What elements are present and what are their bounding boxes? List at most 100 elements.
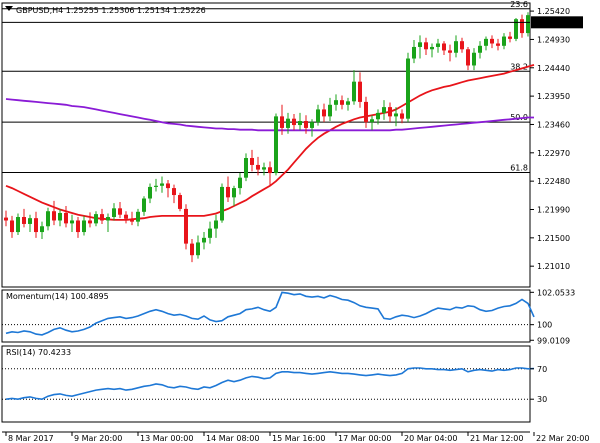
time-tick-label: 17 Mar 00:00 [338, 434, 391, 443]
candle-body [136, 211, 140, 222]
candle-body [358, 81, 362, 102]
candle-body [88, 220, 92, 224]
candle-body [160, 183, 164, 186]
time-tick-label: 20 Mar 04:00 [404, 434, 457, 443]
candle-body [376, 112, 380, 120]
time-tick-label: 21 Mar 12:00 [470, 434, 523, 443]
candle-body [520, 19, 524, 34]
fib-level-label: 38.2 [510, 62, 528, 71]
candle-body [244, 158, 248, 178]
candle-body [382, 107, 386, 113]
candle-body [388, 107, 392, 117]
candle-body [154, 185, 158, 187]
moving-average-line [5, 98, 534, 132]
candle-body [112, 208, 116, 218]
candle-body [58, 212, 62, 221]
momentum-header: Momentum(14) 100.4895 [6, 292, 109, 301]
candle-body [502, 36, 506, 46]
rsi-header: RSI(14) 70.4233 [6, 348, 71, 357]
candle-body [370, 119, 374, 123]
momentum-tick-label: 102.0533 [537, 288, 575, 297]
candle-body [226, 186, 230, 198]
candle-body [250, 158, 254, 165]
candle-body [328, 104, 332, 117]
candle-body [28, 218, 32, 224]
rsi-tick-label: 70 [537, 365, 547, 374]
candle-body [34, 218, 38, 233]
candle-body [310, 122, 314, 128]
candle-body [166, 183, 170, 189]
candle-body [514, 19, 518, 39]
candle-body [292, 118, 296, 126]
candle-body [70, 220, 74, 224]
candle-body [232, 188, 236, 198]
candle-body [22, 217, 26, 224]
candle-body [394, 113, 398, 117]
candle-body [16, 217, 20, 233]
candle-body [238, 177, 242, 189]
candle-body [4, 217, 8, 221]
price-tick-label: 1.22480 [537, 177, 570, 186]
price-tick-label: 1.23460 [537, 120, 570, 129]
price-tick-label: 1.24930 [537, 35, 570, 44]
price-tick-label: 1.21500 [537, 234, 570, 243]
candle-body [526, 15, 530, 34]
candle-body [208, 228, 212, 238]
candle-body [100, 214, 104, 221]
candle-body [424, 42, 428, 50]
candle-body [460, 41, 464, 50]
candle-body [478, 45, 482, 53]
candle-body [82, 220, 86, 233]
candle-body [118, 208, 122, 215]
momentum-tick-label: 99.0109 [537, 336, 570, 345]
candle-body [76, 220, 80, 233]
candle-body [508, 36, 512, 39]
price-tick-label: 1.21010 [537, 262, 570, 271]
time-tick-label: 15 Mar 16:00 [272, 434, 325, 443]
candle-body [256, 164, 260, 170]
candle-body [406, 58, 410, 119]
time-tick-label: 22 Mar 20:00 [536, 434, 589, 443]
candle-body [448, 50, 452, 53]
candle-body [430, 46, 434, 50]
candle-body [364, 101, 368, 123]
candle-body [286, 118, 290, 128]
candle-body [46, 211, 50, 227]
candle-body [148, 186, 152, 199]
momentum-tick-label: 100 [537, 321, 552, 330]
candle-body [94, 214, 98, 224]
candle-body [106, 217, 110, 221]
candle-body [190, 243, 194, 256]
candle-body [220, 186, 224, 221]
dropdown-triangle-icon [5, 6, 13, 11]
current-price-label: 1.25226 [536, 18, 569, 27]
candle-body [340, 100, 344, 105]
candle-body [64, 212, 68, 224]
candle-body [304, 120, 308, 128]
candle-body [484, 38, 488, 46]
candle-body [442, 43, 446, 51]
candle-body [472, 52, 476, 66]
chart-symbol-header: GBPUSD,H4 1.25255 1.25306 1.25134 1.2522… [16, 6, 206, 15]
candle-body [172, 188, 176, 196]
candle-body [490, 38, 494, 44]
current-price-box [531, 16, 583, 29]
candle-body [124, 214, 128, 219]
candle-body [412, 46, 416, 59]
candle-body [196, 242, 200, 256]
candle-body [454, 41, 458, 53]
candle-body [214, 220, 218, 229]
candle-body [268, 167, 272, 174]
rsi-pane-frame [1, 345, 531, 423]
momentum-line [5, 291, 535, 336]
candle-body [184, 208, 188, 244]
candle-body [178, 195, 182, 209]
rsi-line [5, 367, 535, 401]
candle-body [202, 237, 206, 243]
price-tick-label: 1.24440 [537, 64, 570, 73]
candle-body [40, 226, 44, 233]
price-tick-label: 1.21990 [537, 205, 570, 214]
candle-body [436, 43, 440, 47]
